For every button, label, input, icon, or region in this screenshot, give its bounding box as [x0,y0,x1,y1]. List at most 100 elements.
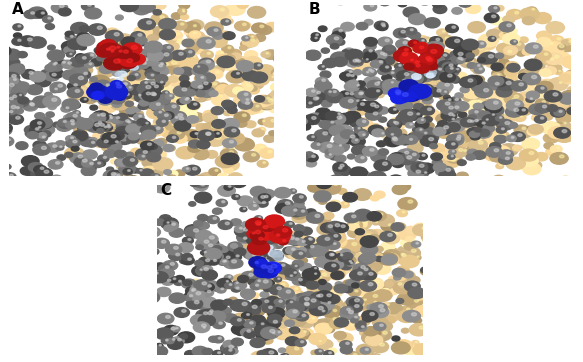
Circle shape [318,65,326,70]
Circle shape [390,90,404,99]
Circle shape [442,156,460,168]
Circle shape [300,9,319,21]
Circle shape [438,61,452,70]
Circle shape [209,134,213,137]
Circle shape [426,296,444,307]
Circle shape [275,329,291,340]
Circle shape [402,0,419,3]
Circle shape [359,92,363,95]
Circle shape [312,117,316,119]
Circle shape [351,262,353,264]
Circle shape [208,290,211,292]
Circle shape [466,63,468,64]
Circle shape [427,325,429,327]
Circle shape [542,126,551,132]
Circle shape [106,97,110,100]
Circle shape [159,18,176,30]
Circle shape [492,73,502,79]
Circle shape [181,70,186,73]
Text: A: A [12,2,23,17]
Circle shape [215,165,227,173]
Circle shape [262,318,271,323]
Circle shape [277,95,295,106]
Circle shape [394,50,412,62]
Circle shape [449,64,453,67]
Circle shape [431,223,447,232]
Circle shape [229,184,231,185]
Circle shape [271,98,273,100]
Circle shape [113,71,121,76]
Circle shape [485,131,489,134]
Circle shape [479,111,491,119]
Circle shape [345,177,360,186]
Circle shape [433,311,452,323]
Circle shape [326,241,340,249]
Circle shape [104,150,116,158]
Circle shape [388,289,398,295]
Circle shape [43,16,53,23]
Circle shape [457,187,459,189]
Circle shape [140,89,150,95]
Circle shape [50,193,62,201]
Circle shape [330,289,342,297]
Circle shape [480,49,490,55]
Circle shape [72,130,88,141]
Circle shape [535,115,546,123]
Circle shape [395,90,401,93]
Circle shape [244,294,252,300]
Circle shape [95,97,97,98]
Circle shape [166,175,177,182]
Circle shape [286,274,294,279]
Circle shape [314,191,331,202]
Circle shape [271,63,287,74]
Circle shape [392,135,408,145]
Circle shape [270,236,274,239]
Circle shape [161,176,175,185]
Circle shape [164,103,180,113]
Circle shape [269,306,272,308]
Circle shape [229,349,232,351]
Circle shape [97,114,100,116]
Circle shape [217,56,235,68]
Circle shape [185,82,196,89]
Circle shape [177,99,186,105]
Circle shape [292,209,307,219]
Circle shape [9,80,22,88]
Circle shape [353,354,357,356]
Circle shape [511,70,515,72]
Circle shape [410,64,417,69]
Circle shape [331,286,344,294]
Circle shape [289,313,296,318]
Circle shape [353,99,361,104]
Circle shape [319,276,322,278]
Circle shape [441,78,452,85]
Circle shape [449,135,464,145]
Circle shape [378,37,392,47]
Circle shape [398,150,412,159]
Circle shape [537,38,551,47]
Circle shape [459,52,473,62]
Circle shape [388,234,396,239]
Circle shape [399,96,409,103]
Circle shape [491,94,511,107]
Circle shape [522,143,532,150]
Circle shape [150,272,168,283]
Circle shape [299,357,312,362]
Circle shape [503,48,511,53]
Circle shape [99,285,108,290]
Circle shape [40,125,55,134]
Circle shape [223,146,234,153]
Circle shape [225,222,229,225]
Circle shape [323,212,334,219]
Circle shape [300,293,311,301]
Circle shape [114,49,125,55]
Circle shape [334,235,338,237]
Circle shape [291,310,304,319]
Circle shape [491,17,504,25]
Circle shape [305,95,322,106]
Circle shape [519,177,530,184]
Circle shape [486,59,498,67]
Circle shape [350,117,365,127]
Circle shape [410,75,413,77]
Circle shape [533,91,538,94]
